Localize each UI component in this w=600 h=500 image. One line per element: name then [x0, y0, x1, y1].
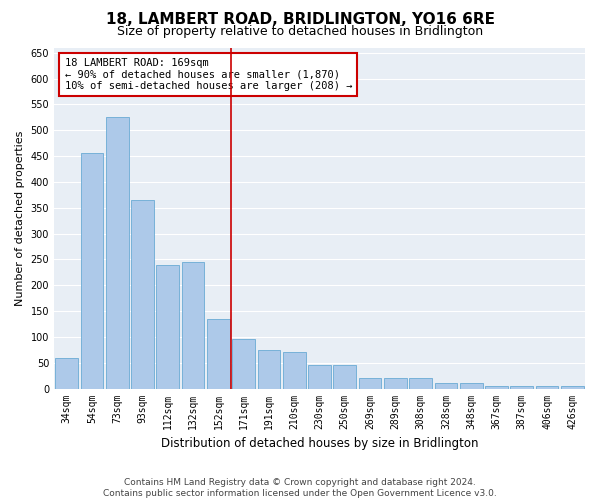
Bar: [359, 378, 382, 388]
Bar: [334, 366, 356, 388]
Bar: [283, 352, 305, 388]
Bar: [207, 319, 230, 388]
Bar: [182, 262, 205, 388]
Bar: [80, 154, 103, 388]
Y-axis label: Number of detached properties: Number of detached properties: [15, 130, 25, 306]
Bar: [434, 384, 457, 388]
Bar: [561, 386, 584, 388]
Bar: [257, 350, 280, 389]
Bar: [106, 118, 128, 388]
Bar: [55, 358, 78, 388]
Text: Size of property relative to detached houses in Bridlington: Size of property relative to detached ho…: [117, 25, 483, 38]
Bar: [536, 386, 559, 388]
Text: 18 LAMBERT ROAD: 169sqm
← 90% of detached houses are smaller (1,870)
10% of semi: 18 LAMBERT ROAD: 169sqm ← 90% of detache…: [65, 58, 352, 91]
Bar: [409, 378, 432, 388]
X-axis label: Distribution of detached houses by size in Bridlington: Distribution of detached houses by size …: [161, 437, 478, 450]
Text: 18, LAMBERT ROAD, BRIDLINGTON, YO16 6RE: 18, LAMBERT ROAD, BRIDLINGTON, YO16 6RE: [106, 12, 494, 28]
Bar: [232, 340, 255, 388]
Bar: [485, 386, 508, 388]
Bar: [131, 200, 154, 388]
Text: Contains HM Land Registry data © Crown copyright and database right 2024.
Contai: Contains HM Land Registry data © Crown c…: [103, 478, 497, 498]
Bar: [460, 384, 482, 388]
Bar: [384, 378, 407, 388]
Bar: [308, 366, 331, 388]
Bar: [157, 264, 179, 388]
Bar: [511, 386, 533, 388]
